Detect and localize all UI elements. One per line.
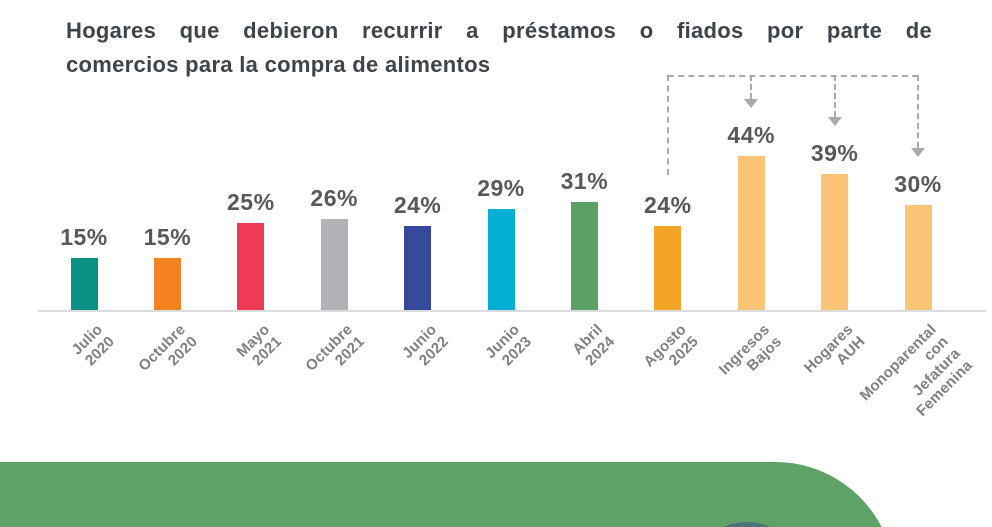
bar-value-label: 24% (393, 192, 442, 218)
x-axis-label: Octubre 2020 (135, 321, 202, 375)
bar-value-label: 15% (143, 223, 192, 250)
bar (404, 226, 432, 310)
bar (654, 226, 682, 310)
x-axis-label: Ingresos Bajos (715, 321, 786, 379)
chart-title: Hogares que debieron recurrir a préstamo… (66, 14, 932, 82)
bar-value-label: 29% (477, 174, 525, 201)
annotation-arrowhead (827, 116, 842, 126)
annotation-arrowhead (911, 148, 925, 157)
bar (320, 219, 348, 310)
x-axis-line (38, 310, 986, 312)
chart-title-line-1: Hogares que debieron recurrir a préstamo… (66, 18, 932, 43)
bar (821, 173, 849, 310)
x-axis-label: Octubre 2021 (302, 321, 369, 375)
bar (570, 201, 598, 310)
x-axis-label: Junio 2023 (482, 321, 536, 370)
annotation-bracket-line (667, 75, 918, 77)
bar-value-label: 15% (60, 223, 108, 250)
x-axis-label: Junio 2022 (398, 321, 452, 370)
x-axis-label: Abril 2024 (569, 321, 619, 370)
footer-dark-shape (718, 522, 776, 527)
bar (70, 257, 98, 310)
bar (153, 257, 181, 310)
bar-value-label: 26% (310, 185, 358, 211)
bar (904, 205, 932, 310)
bar-chart: 15% Julio 2020 15% Octubre 2020 25% Mayo 2021… (38, 75, 986, 420)
x-axis-label: Agosto 2025 (640, 321, 702, 371)
bar-value-label: 25% (227, 188, 275, 215)
bar-value-label: 24% (644, 192, 692, 218)
bar-value-label: 44% (727, 122, 775, 148)
bar-value-label: 30% (894, 171, 942, 197)
annotation-arrow-line (750, 75, 753, 99)
annotation-arrow-line (917, 75, 919, 148)
x-axis-label: Monoparental con Jefatura Femenina (856, 321, 977, 420)
bar (737, 156, 765, 310)
x-axis-label: Julio 2020 (68, 321, 119, 370)
x-axis-label: Hogares AUH (801, 321, 869, 377)
x-axis-label: Mayo 2021 (233, 321, 285, 370)
annotation-arrowhead (744, 99, 759, 108)
annotation-source-line (666, 75, 669, 175)
bar-value-label: 31% (560, 167, 609, 194)
chart-title-line-2: comercios para la compra de alimentos (66, 52, 491, 77)
bar (237, 222, 265, 310)
bar-value-label: 39% (810, 139, 859, 166)
footer-green-shape (0, 462, 895, 527)
bar (487, 208, 515, 310)
annotation-arrow-line (833, 75, 836, 117)
